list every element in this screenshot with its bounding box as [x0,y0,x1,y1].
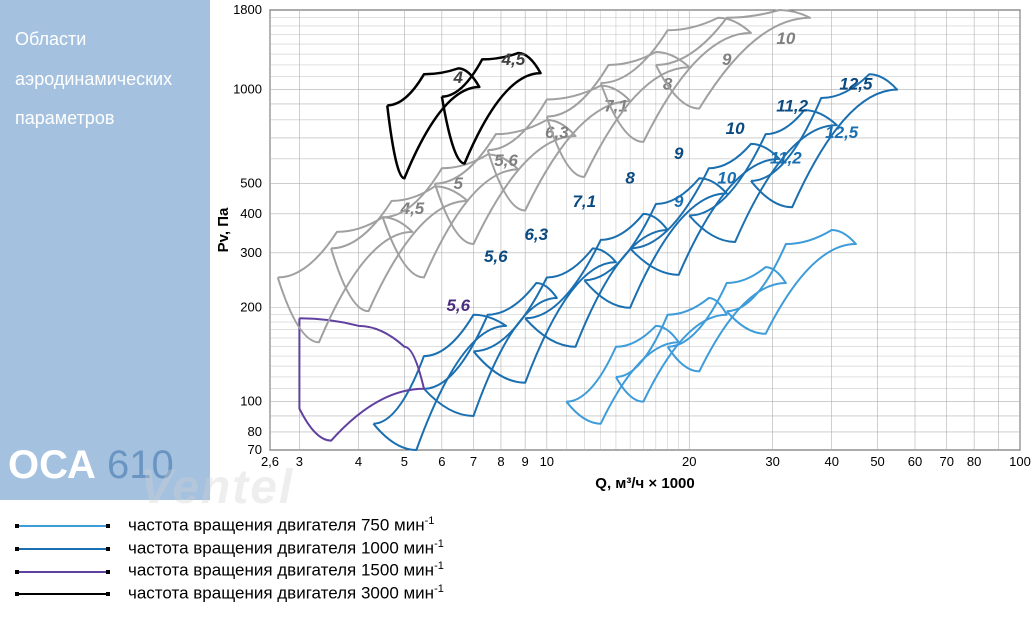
svg-text:1800: 1800 [233,2,262,17]
svg-text:40: 40 [824,454,838,469]
chart-area: 2,6 3 4 5 6 7 8 9 10 20 30 40 50 60 70 80 100 70 80 100 200 3… [210,0,1034,500]
svg-text:5: 5 [401,454,408,469]
svg-text:100: 100 [240,394,262,409]
curve-label: 7,1 [572,192,596,211]
curve-label: 11,2 [776,97,808,116]
legend-text: частота вращения двигателя 1500 мин-1 [128,560,444,581]
svg-text:20: 20 [682,454,696,469]
chart-svg: 2,6 3 4 5 6 7 8 9 10 20 30 40 50 60 70 80 100 70 80 100 200 3… [210,0,1034,500]
svg-text:60: 60 [908,454,922,469]
legend-swatch [15,546,110,550]
product-number: 610 [107,443,174,487]
sidebar-title: Области аэродинамических параметров [15,20,195,139]
curve-label: 10 [726,119,745,138]
curve-label: 5,6 [494,151,518,170]
sidebar: Области аэродинамических параметров ОСА … [0,0,210,500]
svg-text:3: 3 [296,454,303,469]
svg-text:4: 4 [355,454,362,469]
curve-label: 10 [776,29,795,48]
curve-label: 4,5 [400,199,425,218]
svg-text:Q, м³/ч × 1000: Q, м³/ч × 1000 [595,475,694,492]
legend-text: частота вращения двигателя 3000 мин-1 [128,583,444,604]
legend-swatch [15,591,110,595]
product-prefix: ОСА [8,443,96,487]
svg-text:400: 400 [240,206,262,221]
legend-row: частота вращения двигателя 3000 мин-1 [15,583,444,604]
legend-text: частота вращения двигателя 1000 мин-1 [128,538,444,559]
sidebar-line1: Области [15,20,195,60]
legend: частота вращения двигателя 750 мин-1част… [15,515,444,606]
legend-text: частота вращения двигателя 750 мин-1 [128,515,434,536]
curve-label: 10 [717,169,736,188]
curve-label: 5,6 [446,296,470,315]
sidebar-line2: аэродинамических [15,60,195,100]
svg-text:300: 300 [240,245,262,260]
svg-text:100: 100 [1009,454,1031,469]
svg-text:50: 50 [870,454,884,469]
curve-label: 5,6 [484,247,508,266]
svg-text:2,6: 2,6 [261,454,279,469]
legend-swatch [15,569,110,573]
curve-label: 12,5 [839,75,873,94]
legend-row: частота вращения двигателя 1500 мин-1 [15,560,444,581]
curve-label: 9 [674,144,684,163]
svg-text:500: 500 [240,176,262,191]
svg-text:10: 10 [540,454,554,469]
svg-text:9: 9 [522,454,529,469]
curve-label: 4 [453,68,464,87]
svg-text:200: 200 [240,300,262,315]
svg-text:6: 6 [438,454,445,469]
sidebar-line3: параметров [15,99,195,139]
svg-text:7: 7 [470,454,477,469]
product-name: ОСА 610 [8,443,174,488]
curve-label: 6,3 [524,225,548,244]
curve-label: 8 [625,169,635,188]
svg-text:80: 80 [248,424,262,439]
svg-text:8: 8 [497,454,504,469]
legend-swatch [15,523,110,527]
svg-text:30: 30 [765,454,779,469]
curve-label: 4,5 [501,50,526,69]
curve-label: 11,2 [770,148,802,167]
legend-row: частота вращения двигателя 750 мин-1 [15,515,444,536]
svg-text:Pv, Па: Pv, Па [215,207,232,252]
legend-row: частота вращения двигателя 1000 мин-1 [15,538,444,559]
svg-text:1000: 1000 [233,82,262,97]
svg-text:80: 80 [967,454,981,469]
svg-text:70: 70 [939,454,953,469]
svg-text:70: 70 [248,442,262,457]
curve-label: 6,3 [545,123,569,142]
